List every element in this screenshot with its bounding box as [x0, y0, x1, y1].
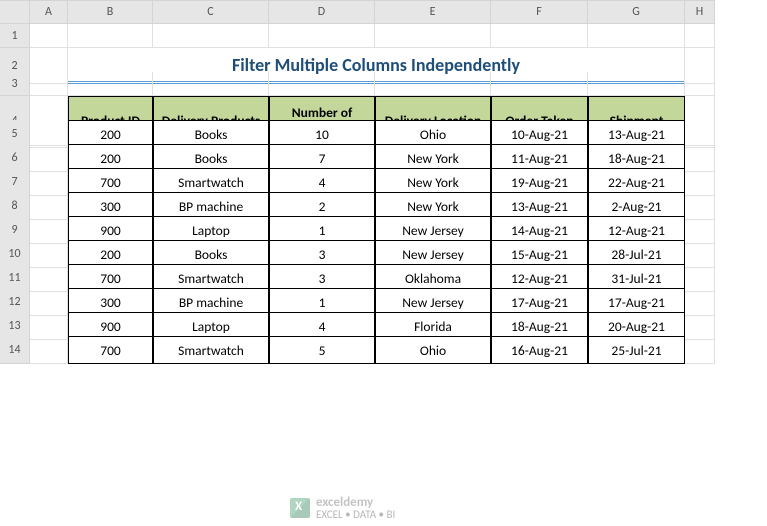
cell-empty[interactable]	[491, 24, 588, 48]
excel-logo-icon	[290, 498, 310, 518]
row-header-14[interactable]: 14	[0, 336, 30, 364]
column-header-F[interactable]: F	[491, 0, 588, 24]
cell-empty[interactable]	[588, 24, 685, 48]
cell-empty[interactable]	[491, 72, 588, 96]
cell-empty[interactable]	[269, 24, 375, 48]
cell-H14[interactable]	[685, 336, 715, 364]
cell-empty[interactable]	[685, 72, 715, 96]
column-header-H[interactable]: H	[685, 0, 715, 24]
row-header-3[interactable]: 3	[0, 72, 30, 96]
column-header-E[interactable]: E	[375, 0, 491, 24]
cell-empty[interactable]	[68, 24, 153, 48]
column-header-B[interactable]: B	[68, 0, 153, 24]
table-cell-r14-c5[interactable]: 25-Jul-21	[588, 336, 685, 364]
column-header-C[interactable]: C	[153, 0, 269, 24]
cell-empty[interactable]	[153, 72, 269, 96]
cell-empty[interactable]	[153, 24, 269, 48]
cell-A14[interactable]	[30, 336, 68, 364]
cell-empty[interactable]	[269, 72, 375, 96]
cell-empty[interactable]	[30, 24, 68, 48]
watermark-text: exceldemy EXCEL • DATA • BI	[316, 496, 395, 520]
table-cell-r14-c4[interactable]: 16-Aug-21	[491, 336, 588, 364]
column-header-A[interactable]: A	[30, 0, 68, 24]
table-cell-r14-c3[interactable]: Ohio	[375, 336, 491, 364]
table-cell-r14-c1[interactable]: Smartwatch	[153, 336, 269, 364]
cell-empty[interactable]	[588, 72, 685, 96]
column-header-D[interactable]: D	[269, 0, 375, 24]
column-header-G[interactable]: G	[588, 0, 685, 24]
cell-empty[interactable]	[375, 24, 491, 48]
row-header-1[interactable]: 1	[0, 24, 30, 48]
cell-empty[interactable]	[68, 72, 153, 96]
table-cell-r14-c2[interactable]: 5	[269, 336, 375, 364]
select-all-corner[interactable]	[0, 0, 30, 24]
cell-empty[interactable]	[30, 72, 68, 96]
watermark: exceldemy EXCEL • DATA • BI	[290, 496, 395, 520]
table-cell-r14-c0[interactable]: 700	[68, 336, 153, 364]
cell-empty[interactable]	[685, 24, 715, 48]
cell-empty[interactable]	[375, 72, 491, 96]
